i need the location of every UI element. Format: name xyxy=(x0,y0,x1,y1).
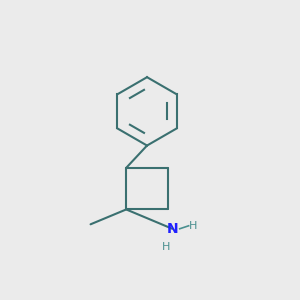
Text: H: H xyxy=(162,242,170,252)
Text: H: H xyxy=(189,221,197,231)
Text: N: N xyxy=(167,222,178,236)
